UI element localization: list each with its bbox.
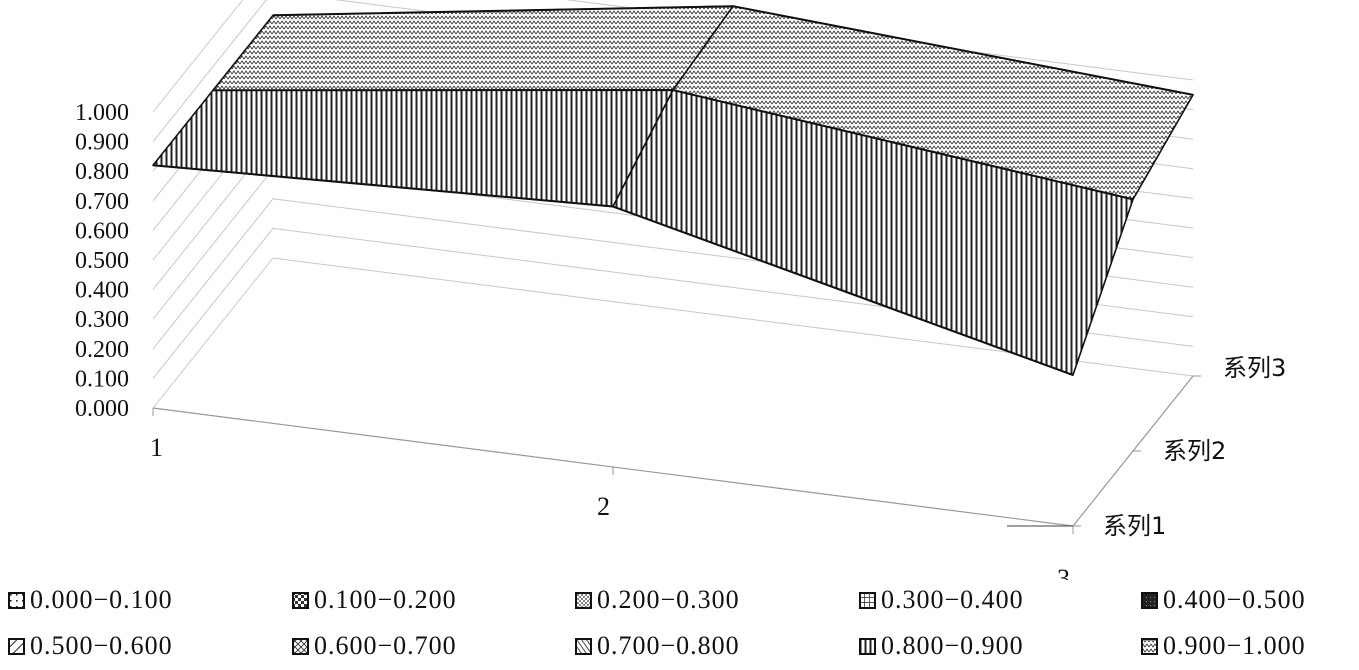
x-tick-label: 3	[1057, 564, 1070, 580]
legend-item: 0.900−1.000	[1141, 628, 1306, 664]
legend-item: 0.800−0.900	[859, 628, 1024, 664]
legend-swatch	[1141, 591, 1158, 609]
surface-chart: 1.000 0.900 0.800 0.700 0.600 0.500 0.400 0.300…	[75, 0, 1286, 580]
legend-swatch	[859, 637, 876, 655]
y-tick-label: 0.600	[75, 218, 129, 244]
legend-label: 0.600−0.700	[314, 631, 457, 660]
y-tick-label: 0.000	[75, 396, 129, 422]
series-label: 系列2	[1163, 437, 1226, 465]
legend: 0.000−0.100 0.100−0.200 0.200−0.300 0.300−0…	[8, 582, 1353, 666]
surface-patch	[212, 5, 734, 92]
y-tick-label: 0.700	[75, 189, 129, 215]
legend-swatch	[292, 591, 309, 609]
legend-swatch	[8, 591, 25, 609]
x-tick-label: 2	[597, 492, 610, 521]
legend-label: 0.100−0.200	[314, 585, 457, 614]
legend-item: 0.200−0.300	[575, 582, 740, 618]
legend-item: 0.700−0.800	[575, 628, 740, 664]
legend-label: 0.700−0.800	[597, 631, 740, 660]
legend-swatch	[292, 637, 309, 655]
legend-label: 0.900−1.000	[1163, 631, 1306, 660]
series-line	[212, 89, 1134, 201]
y-tick-label: 0.200	[75, 337, 129, 363]
legend-label: 0.200−0.300	[597, 585, 740, 614]
series-label: 系列1	[1103, 512, 1166, 540]
legend-swatch	[575, 591, 592, 609]
y-tick-label: 0.300	[75, 307, 129, 333]
series-line	[152, 164, 1074, 376]
y-tick-label: 0.900	[75, 130, 129, 156]
legend-item: 0.000−0.100	[8, 582, 173, 618]
legend-label: 0.500−0.600	[30, 631, 173, 660]
y-tick-label: 0.400	[75, 278, 129, 304]
legend-item: 0.600−0.700	[292, 628, 457, 664]
legend-label: 0.400−0.500	[1163, 585, 1306, 614]
legend-item: 0.500−0.600	[8, 628, 173, 664]
series-line	[272, 5, 1194, 96]
y-tick-label: 0.100	[75, 366, 129, 392]
legend-item: 0.100−0.200	[292, 582, 457, 618]
legend-item: 0.400−0.500	[1141, 582, 1306, 618]
axes	[152, 375, 1201, 534]
legend-label: 0.000−0.100	[30, 585, 173, 614]
series-label: 系列3	[1223, 354, 1286, 382]
legend-swatch	[8, 637, 25, 655]
y-tick-label: 0.500	[75, 248, 129, 274]
legend-swatch	[859, 591, 876, 609]
legend-swatch	[575, 637, 592, 655]
legend-swatch	[1141, 637, 1158, 655]
y-tick-label: 0.800	[75, 159, 129, 185]
x-tick-label: 1	[150, 433, 163, 462]
legend-item: 0.300−0.400	[859, 582, 1024, 618]
axis-labels: 1.000 0.900 0.800 0.700 0.600 0.500 0.400 0.300…	[75, 100, 1286, 580]
surface	[152, 5, 1194, 376]
y-tick-label: 1.000	[75, 100, 129, 126]
legend-label: 0.800−0.900	[881, 631, 1024, 660]
legend-label: 0.300−0.400	[881, 585, 1024, 614]
gridline	[152, 257, 1194, 409]
